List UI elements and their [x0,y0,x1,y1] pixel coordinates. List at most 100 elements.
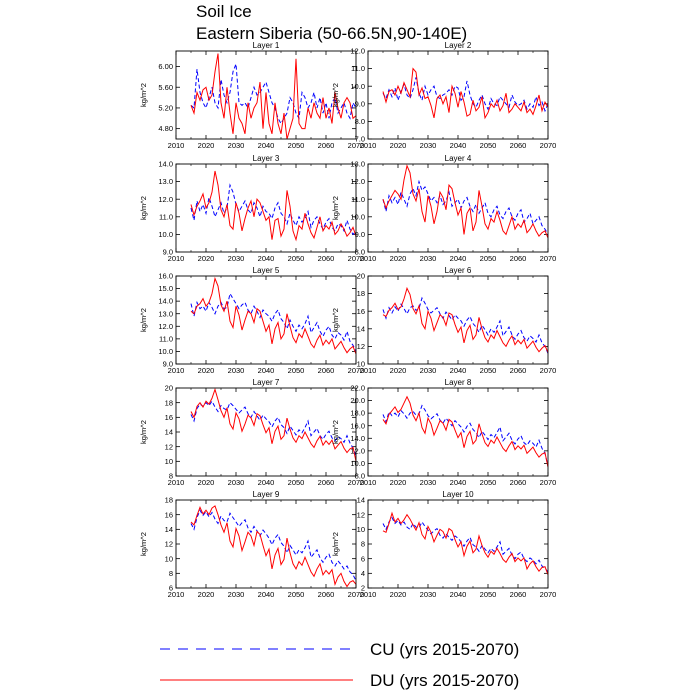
layer-2-panel: Layer 2 kg/m^2 2010 2020 2030 2040 2050 2060 207… [331,41,556,150]
legend-label-du: DU (yrs 2015-2070) [370,671,519,690]
layer-6-series-du [382,286,548,353]
layer-10-series-cu [382,516,548,573]
layer-1-xtick-label: 2020 [198,141,215,150]
layer-1-ytick-label: 4.80 [158,124,173,133]
layer-2-ytick-label: 9.0 [355,99,365,108]
layer-5-xtick-label: 2060 [318,366,335,375]
layer-6-xtick-label: 2020 [390,366,407,375]
layer-7-ytick-label: 12 [165,442,173,451]
layer-8-ytick-label: 10.0 [350,459,365,468]
layer-7-series-cu [190,400,356,456]
layer-9-ytick-label: 10 [165,554,173,563]
layer-3-ytick-label: 11.0 [159,212,173,221]
layer-3-panel: Layer 3 kg/m^2 2010 2020 2030 2040 2050 2060 207… [139,154,364,263]
layer-5-ytick-label: 15.0 [158,284,173,293]
figure-title: Soil Ice [196,2,252,21]
layer-2-series-du [382,67,548,120]
layer-5-xtick-label: 2030 [228,366,245,375]
layer-2-xtick-label: 2070 [540,141,557,150]
layer-1-frame [175,50,357,140]
layer-3-series-cu [190,183,356,236]
layer-4-ytick-label: 9.0 [355,230,365,239]
layer-7-frame [175,387,357,477]
layer-10-xtick-label: 2030 [420,590,437,599]
layer-9-ytick-label: 18 [165,496,173,505]
layer-5-ytick-label: 16.0 [158,272,173,281]
layer-7-ytick-label: 18 [165,398,173,407]
layer-2-ytick-label: 7.0 [355,135,365,144]
layer-1-ylabel: kg/m^2 [139,83,148,107]
layer-10-xtick-label: 2010 [360,590,377,599]
layer-4-title: Layer 4 [445,154,472,163]
layer-8-xtick-label: 2020 [390,478,407,487]
layer-10-series-du [382,511,548,575]
layer-5-xtick-label: 2040 [258,366,275,375]
layer-4-xtick-label: 2040 [450,254,467,263]
layer-9-title: Layer 9 [253,490,280,499]
layer-4-series-cu [382,179,548,235]
layer-2-xtick-label: 2010 [360,141,377,150]
layer-3-frame [175,163,357,253]
layer-2-ytick-label: 10.0 [350,82,365,91]
layer-6-xtick-label: 2050 [480,366,497,375]
layer-3-xtick-label: 2020 [198,254,215,263]
layer-3-title: Layer 3 [253,154,280,163]
layer-3-xtick-label: 2070 [348,254,365,263]
layer-8-xtick-label: 2010 [360,478,377,487]
layer-6-ytick-label: 16 [357,307,365,316]
layer-5-title: Layer 5 [253,266,280,275]
layer-9-frame [175,499,357,589]
layer-7-ytick-label: 8 [169,472,173,481]
layer-7-xtick-label: 2040 [258,478,275,487]
layer-10-ytick-label: 12 [357,510,365,519]
layer-1-xtick-label: 2060 [318,141,335,150]
layer-1-series-du [190,53,356,139]
layer-10-ytick-label: 8 [361,540,365,549]
layer-10-ytick-label: 10 [357,525,365,534]
layer-7-xtick-label: 2060 [318,478,335,487]
layer-7-title: Layer 7 [253,378,280,387]
layer-3-ytick-label: 13.0 [158,177,173,186]
layer-1-xtick-label: 2050 [288,141,305,150]
layer-1-xtick-label: 2070 [348,141,365,150]
layer-2-title: Layer 2 [445,41,472,50]
layer-6-series-cu [382,296,548,354]
layer-5-xtick-label: 2050 [288,366,305,375]
layer-8-ylabel: kg/m^2 [331,420,340,444]
layer-10-title: Layer 10 [442,490,474,499]
layer-6-ytick-label: 18 [357,289,365,298]
layer-2-xtick-label: 2050 [480,141,497,150]
layer-6-ytick-label: 10 [357,360,365,369]
layer-6-xtick-label: 2040 [450,366,467,375]
layer-6-xtick-label: 2030 [420,366,437,375]
layer-3-xtick-label: 2030 [228,254,245,263]
legend-label-cu: CU (yrs 2015-2070) [370,640,519,659]
figure-subtitle: Eastern Siberia (50-66.5N,90-140E) [196,24,467,43]
layer-4-xtick-label: 2050 [480,254,497,263]
layer-7-xtick-label: 2020 [198,478,215,487]
layer-9-xtick-label: 2050 [288,590,305,599]
layer-2-ytick-label: 11.0 [351,64,365,73]
layer-1-title: Layer 1 [253,41,280,50]
layer-3-ytick-label: 12.0 [158,195,173,204]
layer-9-xtick-label: 2040 [258,590,275,599]
layer-9-ytick-label: 16 [165,510,173,519]
layer-4-ytick-label: 8.0 [355,248,365,257]
layer-4-xtick-label: 2020 [390,254,407,263]
layer-10-ytick-label: 2 [361,584,365,593]
layer-6-ylabel: kg/m^2 [331,308,340,332]
layer-6-ytick-label: 20 [357,272,365,281]
layer-9-series-cu [190,509,356,581]
layer-5-ytick-label: 14.0 [158,297,173,306]
layer-8-series-cu [382,404,548,467]
layer-6-xtick-label: 2060 [510,366,527,375]
layer-1-ytick-label: 6.00 [158,62,173,71]
layer-5-ytick-label: 12.0 [158,322,173,331]
layer-5-xtick-label: 2010 [168,366,185,375]
layer-9-xtick-label: 2060 [318,590,335,599]
layer-2-ytick-label: 8.0 [355,117,365,126]
layer-7-ylabel: kg/m^2 [139,420,148,444]
layer-4-xtick-label: 2070 [540,254,557,263]
layer-7-xtick-label: 2010 [168,478,185,487]
